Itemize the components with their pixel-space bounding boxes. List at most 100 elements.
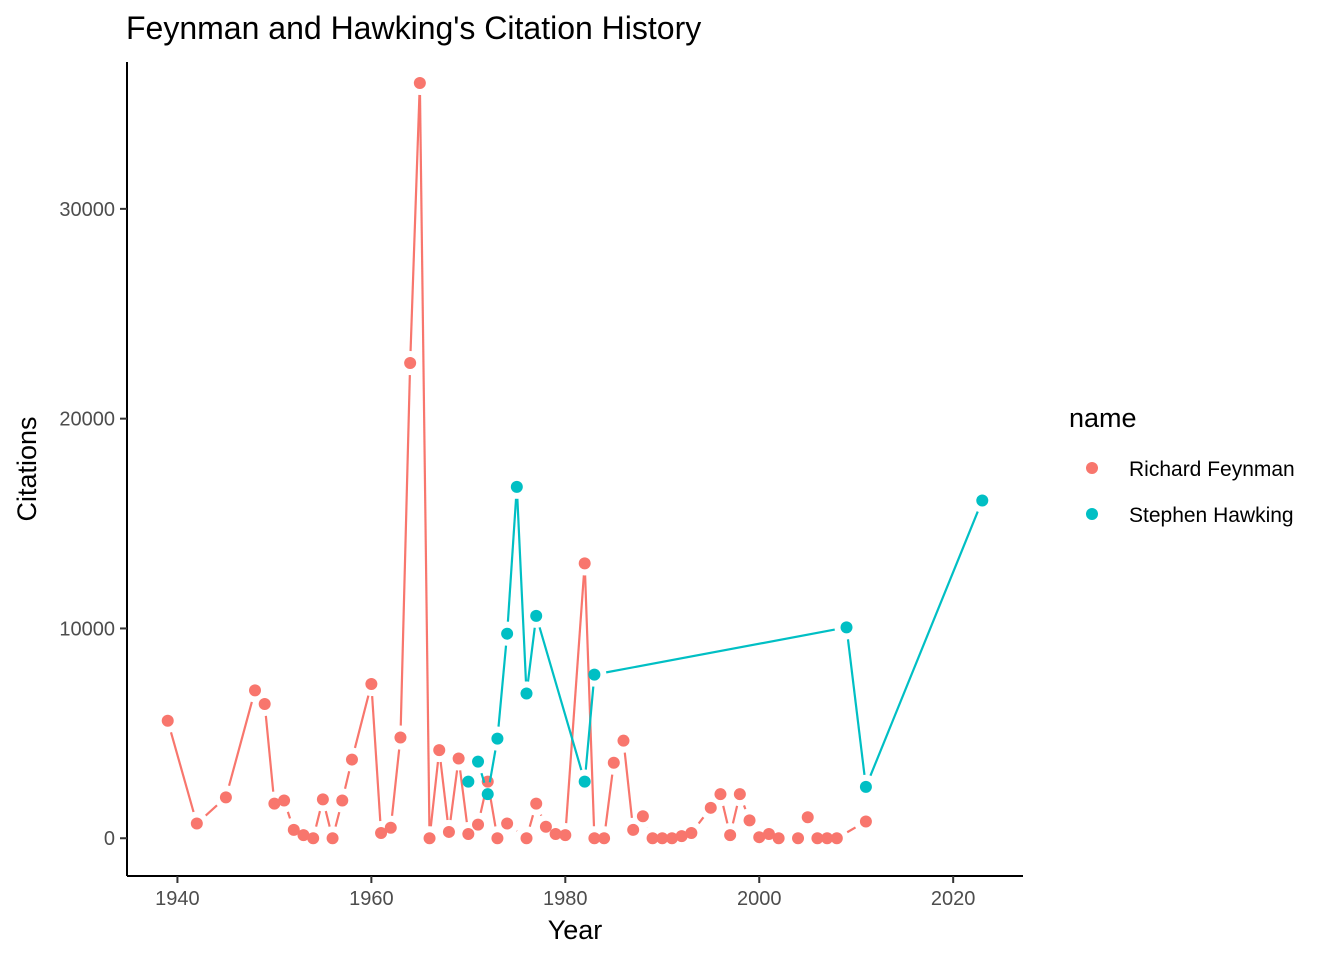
series-line-segment	[526, 627, 536, 682]
data-point	[724, 829, 737, 842]
data-point	[811, 832, 824, 845]
data-point	[297, 829, 310, 842]
data-point	[394, 731, 407, 744]
data-point	[801, 811, 814, 824]
series-line-segment	[604, 774, 614, 827]
data-point	[578, 775, 591, 788]
series-richard-feynman	[161, 76, 872, 845]
data-point	[442, 825, 455, 838]
data-point	[859, 815, 872, 828]
x-ticks: 1940 1960 1980 2000 2020	[155, 876, 975, 910]
chart-title: Feynman and Hawking's Citation History	[126, 10, 701, 46]
series-layer	[161, 76, 989, 845]
y-tick-label: 20000	[59, 409, 115, 431]
series-line-segment	[399, 375, 411, 726]
data-point	[588, 668, 601, 681]
series-line-segment	[731, 805, 739, 824]
data-point	[375, 826, 388, 839]
data-point	[762, 828, 775, 841]
data-point	[472, 818, 485, 831]
series-line-segment	[528, 814, 535, 827]
data-point	[617, 734, 630, 747]
series-line-segment	[506, 498, 518, 622]
series-line-segment	[584, 686, 595, 770]
data-point	[413, 76, 426, 89]
data-point	[733, 788, 746, 801]
series-line-segment	[353, 695, 370, 749]
legend: name Richard Feynman Stephen Hawking	[1069, 403, 1295, 527]
x-tick-label: 2000	[737, 888, 782, 910]
series-line-segment	[869, 511, 979, 777]
series-line-segment	[459, 770, 468, 823]
series-line-segment	[324, 810, 331, 827]
series-line-segment	[538, 627, 583, 771]
series-line-segment	[227, 701, 253, 787]
data-point	[675, 830, 688, 843]
series-line-segment	[584, 575, 596, 827]
data-point	[588, 832, 601, 845]
series-line-segment	[742, 805, 747, 810]
data-point	[336, 794, 349, 807]
data-point	[258, 697, 271, 710]
data-point	[578, 557, 591, 570]
y-ticks: 0 10000 20000 30000	[59, 199, 127, 850]
data-point	[714, 788, 727, 801]
data-point	[491, 732, 504, 745]
data-point	[859, 780, 872, 793]
series-line-segment	[846, 826, 857, 834]
series-line-segment	[409, 94, 421, 352]
series-line-segment	[697, 816, 705, 825]
series-stephen-hawking	[462, 480, 989, 801]
series-line-segment	[286, 811, 292, 819]
data-point	[607, 756, 620, 769]
data-point	[462, 828, 475, 841]
series-line-segment	[334, 811, 341, 827]
data-point	[830, 832, 843, 845]
data-point	[743, 814, 756, 827]
series-line-segment	[315, 810, 322, 827]
y-tick-label: 10000	[59, 618, 115, 640]
series-line-segment	[722, 805, 729, 824]
series-line-segment	[846, 639, 866, 776]
series-line-segment	[439, 761, 449, 821]
data-point	[792, 832, 805, 845]
series-line-segment	[418, 94, 431, 827]
data-point	[249, 684, 261, 697]
data-point	[501, 627, 514, 640]
data-point	[307, 832, 320, 845]
legend-title: name	[1069, 403, 1137, 433]
data-point	[433, 744, 446, 757]
data-point	[704, 801, 717, 814]
data-point	[161, 714, 174, 727]
series-line-segment	[264, 715, 275, 792]
data-point	[821, 832, 834, 845]
series-line-segment	[480, 772, 486, 783]
data-point	[287, 823, 300, 836]
data-point	[627, 823, 640, 836]
data-point	[190, 817, 203, 830]
data-point	[472, 755, 485, 768]
data-point	[685, 826, 698, 839]
x-tick-label: 1960	[349, 888, 394, 910]
series-line-segment	[371, 695, 382, 822]
data-point	[278, 794, 291, 807]
data-point	[345, 753, 358, 766]
data-point	[491, 832, 504, 845]
data-point	[520, 832, 533, 845]
data-point	[646, 832, 659, 845]
data-point	[840, 621, 853, 634]
data-point	[665, 832, 678, 845]
x-tick-label: 1940	[155, 888, 200, 910]
x-tick-label: 2020	[931, 888, 976, 910]
y-axis-title: Citations	[12, 416, 42, 521]
data-point	[326, 832, 339, 845]
data-point	[772, 832, 785, 845]
data-point	[530, 797, 543, 810]
series-line-segment	[565, 575, 585, 824]
series-line-segment	[169, 731, 195, 813]
data-point	[501, 817, 514, 830]
data-point	[384, 821, 397, 834]
y-tick-label: 30000	[59, 199, 115, 221]
data-point	[423, 832, 436, 845]
